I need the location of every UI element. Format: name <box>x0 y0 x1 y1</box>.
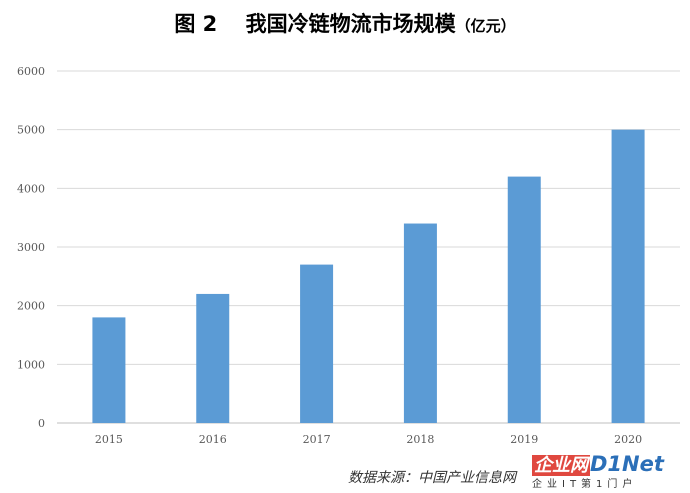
x-tick-label: 2016 <box>199 433 227 446</box>
bar <box>300 264 334 423</box>
watermark-tagline: 企业IT第1门户 <box>532 479 638 490</box>
y-tick-label: 2000 <box>17 300 45 313</box>
y-tick-label: 5000 <box>17 124 45 137</box>
chart-title-main: 图 2 我国冷链物流市场规模 <box>174 12 456 36</box>
y-tick-label: 6000 <box>17 65 45 78</box>
y-tick-label: 0 <box>38 417 45 430</box>
x-tick-label: 2019 <box>510 433 538 446</box>
y-tick-label: 3000 <box>17 241 45 254</box>
x-tick-label: 2015 <box>95 433 123 446</box>
y-tick-label: 1000 <box>17 358 45 371</box>
x-tick-label: 2020 <box>614 433 642 446</box>
bar <box>611 129 645 423</box>
x-tick-label: 2017 <box>303 433 331 446</box>
watermark-part1: 企业网 <box>532 455 590 476</box>
chart-title: 图 2 我国冷链物流市场规模（亿元） <box>0 8 690 38</box>
bar <box>403 223 437 423</box>
x-tick-label: 2018 <box>406 433 434 446</box>
bar <box>92 317 126 423</box>
data-source-note: 数据来源：中国产业信息网 <box>348 470 516 486</box>
chart-title-unit: （亿元） <box>455 17 516 35</box>
watermark-logo: 企业网D1Net 企业IT第1门户 <box>532 452 690 493</box>
y-tick-label: 4000 <box>17 182 45 195</box>
bar <box>507 176 541 423</box>
watermark-part2: D1Net <box>590 452 664 476</box>
bar <box>196 293 230 423</box>
